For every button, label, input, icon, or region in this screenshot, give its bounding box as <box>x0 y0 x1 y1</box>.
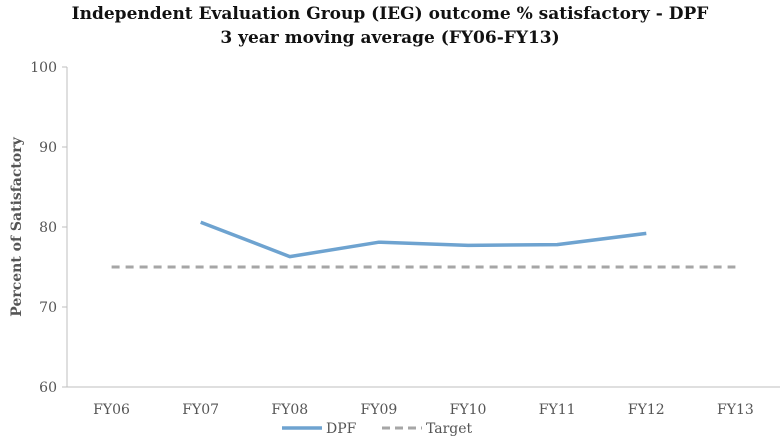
y-axis-label: Percent of Satisfactory <box>9 136 25 316</box>
y-tick-labels: 60 70 80 90 100 <box>30 60 57 396</box>
y-tick-label: 90 <box>39 140 57 156</box>
x-tick-label: FY13 <box>717 402 754 418</box>
legend-label-dpf: DPF <box>326 421 357 437</box>
y-tick-label: 80 <box>39 220 57 236</box>
y-tick-label: 100 <box>30 60 57 76</box>
x-tick-label: FY08 <box>271 402 308 418</box>
legend-label-target: Target <box>426 421 473 437</box>
x-tick-label: FY11 <box>539 402 576 418</box>
legend: DPF Target <box>282 421 473 437</box>
y-tick-label: 60 <box>39 380 57 396</box>
x-tick-label: FY07 <box>182 402 219 418</box>
series-lines <box>111 220 736 269</box>
y-tick-label: 70 <box>39 300 57 316</box>
chart-axes <box>62 66 780 388</box>
x-tick-label: FY10 <box>450 402 487 418</box>
x-tick-label: FY06 <box>93 402 130 418</box>
x-tick-label: FY09 <box>361 402 398 418</box>
series-line-dpf <box>200 220 647 259</box>
chart-title-line1: Independent Evaluation Group (IEG) outco… <box>71 4 709 24</box>
chart-title-line2: 3 year moving average (FY06-FY13) <box>220 28 560 48</box>
x-tick-label: FY12 <box>628 402 665 418</box>
x-tick-labels: FY06 FY07 FY08 FY09 FY10 FY11 FY12 FY13 <box>93 402 754 418</box>
